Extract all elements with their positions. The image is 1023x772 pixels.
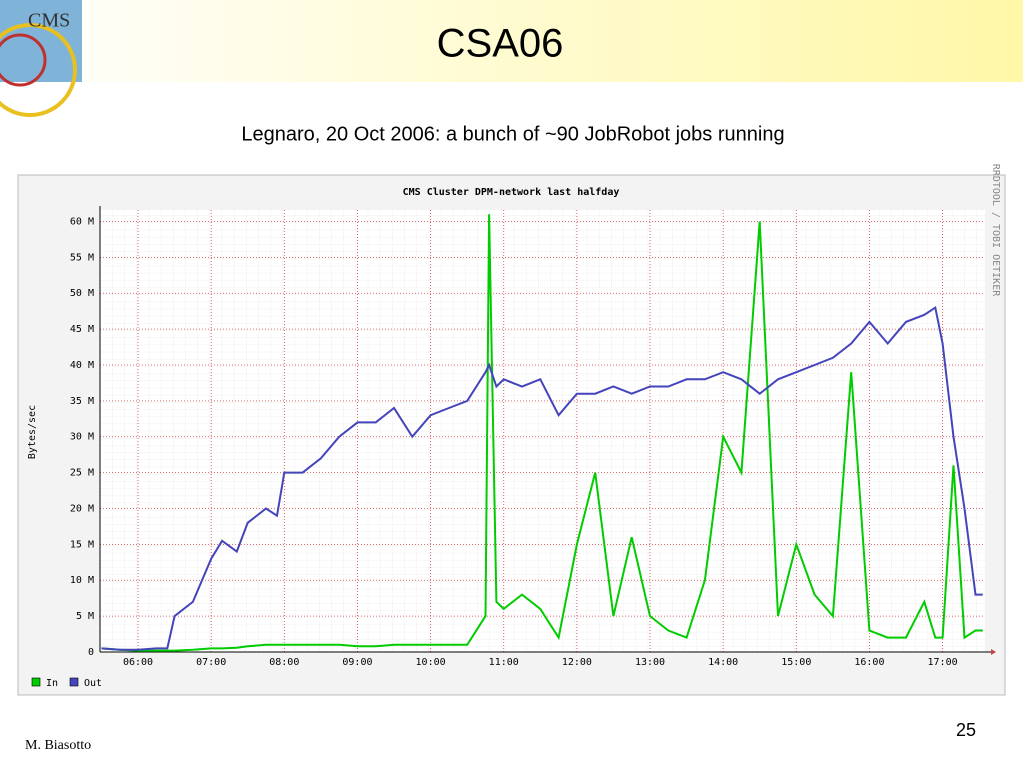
- y-tick-label: 10 M: [70, 575, 94, 586]
- series-line: [101, 214, 983, 652]
- x-tick-label: 10:00: [416, 657, 446, 668]
- x-tick-label: 14:00: [708, 657, 738, 668]
- legend-label: Out: [84, 678, 102, 689]
- y-tick-label: 40 M: [70, 360, 94, 371]
- legend-swatch: [69, 677, 79, 687]
- y-tick-label: 30 M: [70, 432, 94, 443]
- x-tick-label: 16:00: [854, 657, 884, 668]
- logo: [0, 0, 82, 82]
- logo-ring: [0, 33, 47, 87]
- x-tick-label: 13:00: [635, 657, 665, 668]
- y-axis-label: Bytes/sec: [27, 405, 38, 459]
- y-tick-label: 60 M: [70, 216, 94, 227]
- page-number: 25: [956, 720, 976, 740]
- y-tick-label: 50 M: [70, 288, 94, 299]
- logo-text: CMS: [28, 10, 70, 32]
- legend-swatch: [31, 677, 41, 687]
- y-tick-label: 55 M: [70, 252, 94, 263]
- y-tick-label: 20 M: [70, 503, 94, 514]
- x-tick-label: 08:00: [269, 657, 299, 668]
- x-tick-label: 12:00: [562, 657, 592, 668]
- y-tick-label: 0: [88, 647, 94, 658]
- legend-label: In: [46, 678, 58, 689]
- y-tick-label: 5 M: [76, 611, 94, 622]
- slide-title: CSA06: [437, 22, 564, 66]
- minor-grid: [100, 210, 985, 652]
- y-tick-label: 35 M: [70, 396, 94, 407]
- chart-title: CMS Cluster DPM-network last halfday: [403, 187, 620, 198]
- axis-arrow: [991, 649, 996, 655]
- slide-subtitle: Legnaro, 20 Oct 2006: a bunch of ~90 Job…: [241, 123, 784, 145]
- x-tick-label: 11:00: [489, 657, 519, 668]
- x-tick-label: 07:00: [196, 657, 226, 668]
- y-tick-label: 45 M: [70, 324, 94, 335]
- x-tick-label: 09:00: [342, 657, 372, 668]
- y-tick-label: 15 M: [70, 539, 94, 550]
- series-line: [101, 305, 983, 651]
- watermark: RRDTOOL / TOBI OETIKER: [990, 164, 1001, 297]
- x-tick-label: 15:00: [781, 657, 811, 668]
- logo-ring: [0, 23, 77, 117]
- author: M. Biasotto: [25, 738, 91, 753]
- x-tick-label: 06:00: [123, 657, 153, 668]
- header-band: [0, 0, 1023, 82]
- y-tick-label: 25 M: [70, 468, 94, 479]
- x-tick-label: 17:00: [928, 657, 958, 668]
